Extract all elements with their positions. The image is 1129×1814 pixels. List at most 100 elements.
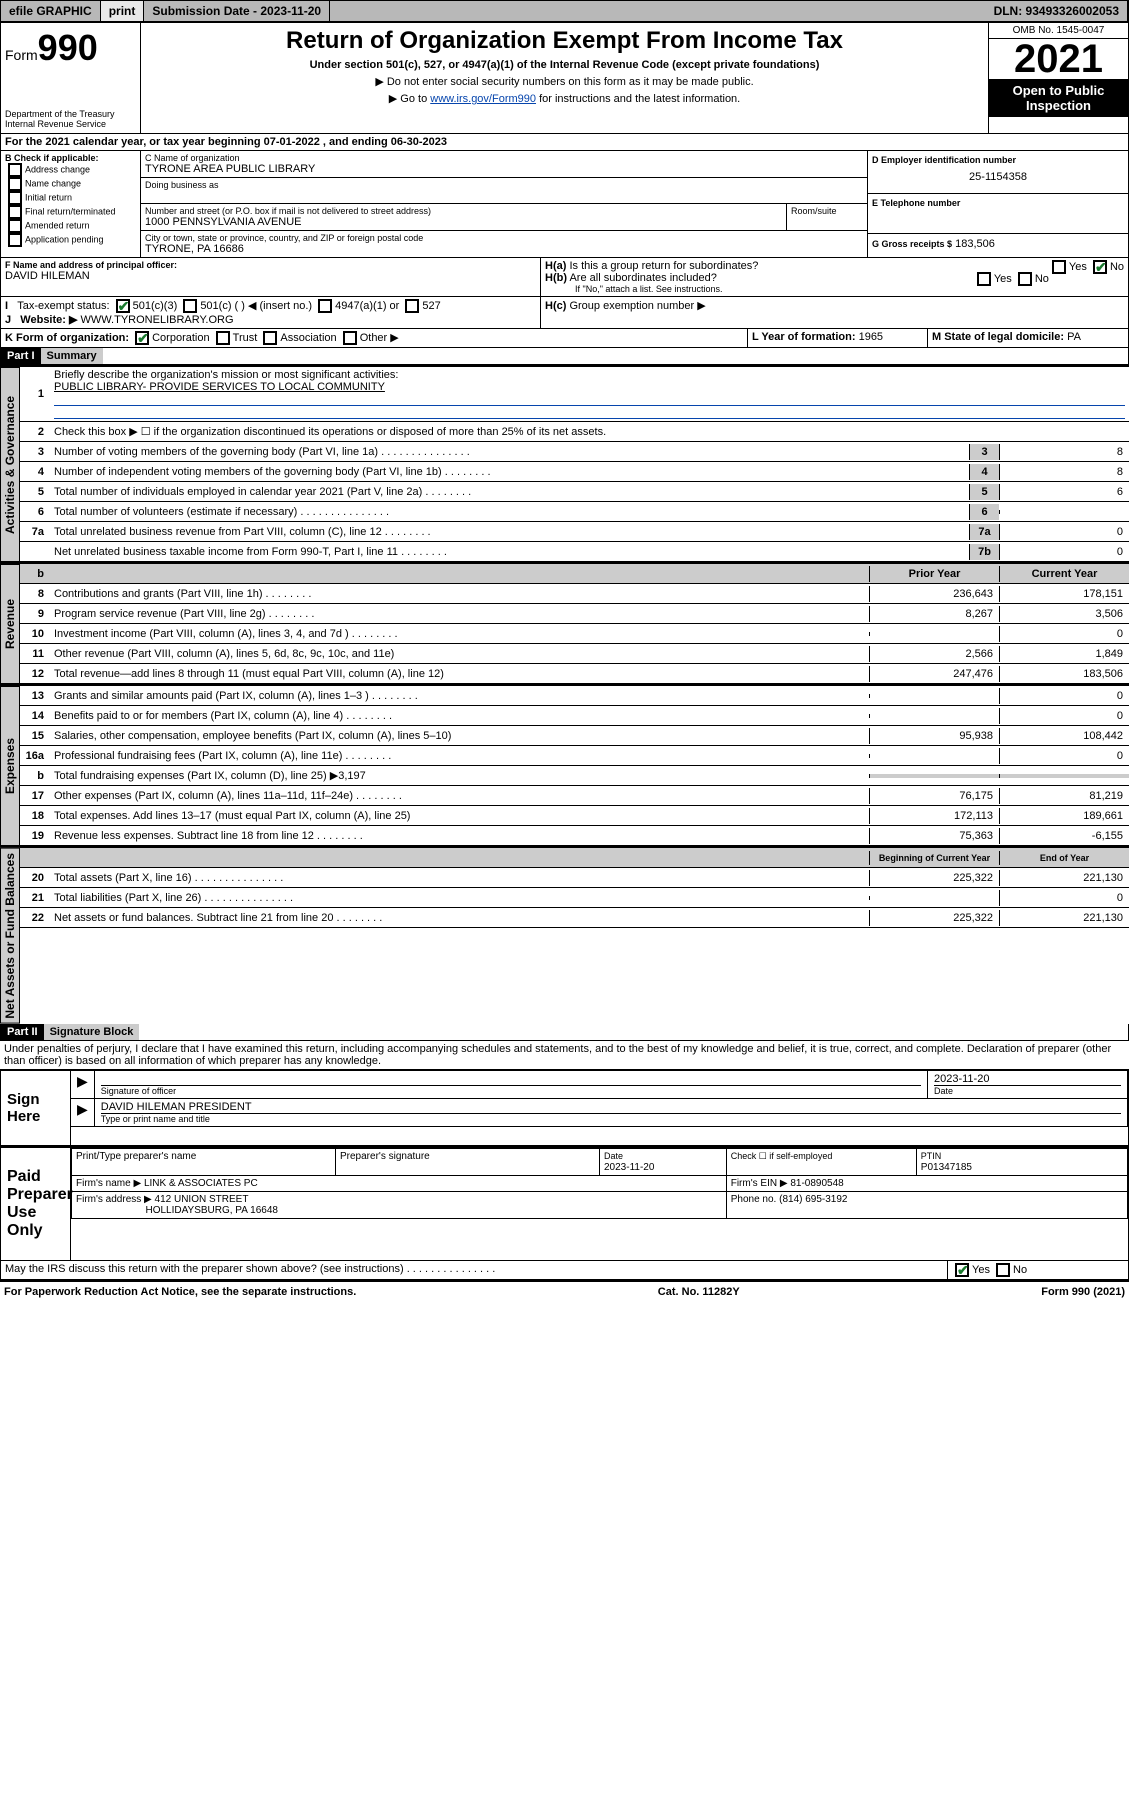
cb-address-change[interactable] (8, 163, 22, 177)
box-c-label: C Name of organization (145, 153, 863, 163)
l7b-label: Net unrelated business taxable income fr… (50, 544, 969, 560)
firm-name: LINK & ASSOCIATES PC (144, 1178, 258, 1189)
l10-label: Investment income (Part VIII, column (A)… (50, 626, 869, 642)
hdr-end: End of Year (999, 851, 1129, 865)
cb-discuss-no[interactable] (996, 1263, 1010, 1277)
ha-label: Is this a group return for subordinates? (569, 260, 758, 272)
sig-name: DAVID HILEMAN PRESIDENT (101, 1101, 1121, 1114)
note-goto-pre: ▶ Go to (389, 93, 430, 105)
cb-assoc[interactable] (263, 331, 277, 345)
box-b-label: B Check if applicable: (5, 153, 136, 163)
dba-label: Doing business as (145, 180, 863, 190)
box-i-label: Tax-exempt status: (17, 300, 109, 312)
vtab-revenue: Revenue (0, 564, 20, 684)
preparer-table: Print/Type preparer's name Preparer's si… (71, 1148, 1128, 1219)
l20-prior: 225,322 (869, 870, 999, 886)
l14-prior (869, 714, 999, 718)
l3-val: 8 (999, 444, 1129, 460)
l15-curr: 108,442 (999, 728, 1129, 744)
box-e-label: E Telephone number (872, 198, 1124, 208)
l3-label: Number of voting members of the governin… (50, 444, 969, 460)
cb-name-change[interactable] (8, 177, 22, 191)
page-footer: For Paperwork Reduction Act Notice, see … (0, 1280, 1129, 1302)
tax-year: 2021 (989, 39, 1128, 79)
check-self-employed: Check ☐ if self-employed (731, 1151, 833, 1161)
l20-label: Total assets (Part X, line 16) (50, 870, 869, 886)
l22-prior: 225,322 (869, 910, 999, 926)
sig-date-label: Date (934, 1086, 1121, 1096)
org-info-block: B Check if applicable: Address change Na… (0, 151, 1129, 258)
firm-name-label: Firm's name ▶ (76, 1178, 141, 1189)
cb-hb-yes[interactable] (977, 272, 991, 286)
cb-discuss-yes[interactable] (955, 1263, 969, 1277)
l12-curr: 183,506 (999, 666, 1129, 682)
l7a-val: 0 (999, 524, 1129, 540)
sign-here-block: Sign Here ▶ Signature of officer 2023-11… (0, 1069, 1129, 1146)
cb-amended[interactable] (8, 219, 22, 233)
cb-527[interactable] (405, 299, 419, 313)
l8-label: Contributions and grants (Part VIII, lin… (50, 586, 869, 602)
l11-label: Other revenue (Part VIII, column (A), li… (50, 646, 869, 662)
ptin-label: PTIN (921, 1151, 942, 1161)
l17-curr: 81,219 (999, 788, 1129, 804)
l11-curr: 1,849 (999, 646, 1129, 662)
cb-trust[interactable] (216, 331, 230, 345)
cb-ha-yes[interactable] (1052, 260, 1066, 274)
note-goto-post: for instructions and the latest informat… (536, 93, 740, 105)
hdr-begin: Beginning of Current Year (869, 851, 999, 865)
print-button[interactable]: print (101, 1, 145, 21)
efile-label: efile GRAPHIC (1, 1, 101, 21)
cb-4947[interactable] (318, 299, 332, 313)
officer-name: DAVID HILEMAN (5, 270, 536, 282)
l5-label: Total number of individuals employed in … (50, 484, 969, 500)
org-name: TYRONE AREA PUBLIC LIBRARY (145, 163, 863, 175)
l15-prior: 95,938 (869, 728, 999, 744)
cb-final-return[interactable] (8, 205, 22, 219)
box-f-label: F Name and address of principal officer: (5, 260, 536, 270)
l15-label: Salaries, other compensation, employee b… (50, 728, 869, 744)
paid-prep-label: Paid Preparer Use Only (1, 1148, 71, 1260)
cb-501c3[interactable] (116, 299, 130, 313)
l17-prior: 76,175 (869, 788, 999, 804)
footer-right: Form 990 (2021) (1041, 1286, 1125, 1298)
form-subtitle: Under section 501(c), 527, or 4947(a)(1)… (145, 59, 984, 71)
hdr-current: Current Year (999, 566, 1129, 582)
l18-curr: 189,661 (999, 808, 1129, 824)
l9-curr: 3,506 (999, 606, 1129, 622)
part2-title: Signature Block (44, 1024, 140, 1040)
sign-here-label: Sign Here (1, 1071, 71, 1145)
l22-label: Net assets or fund balances. Subtract li… (50, 910, 869, 926)
cb-hb-no[interactable] (1018, 272, 1032, 286)
cb-other[interactable] (343, 331, 357, 345)
l8-curr: 178,151 (999, 586, 1129, 602)
cb-corp[interactable] (135, 331, 149, 345)
cb-ha-no[interactable] (1093, 260, 1107, 274)
firm-addr-label: Firm's address ▶ (76, 1194, 152, 1205)
l14-curr: 0 (999, 708, 1129, 724)
l17-label: Other expenses (Part IX, column (A), lin… (50, 788, 869, 804)
note-ssn: ▶ Do not enter social security numbers o… (145, 75, 984, 88)
box-j-label: Website: ▶ (20, 314, 77, 326)
l21-label: Total liabilities (Part X, line 26) (50, 890, 869, 906)
l13-prior (869, 694, 999, 698)
l1-label: Briefly describe the organization's miss… (54, 369, 398, 381)
sig-date-val: 2023-11-20 (934, 1073, 1121, 1086)
l12-prior: 247,476 (869, 666, 999, 682)
footer-mid: Cat. No. 11282Y (658, 1286, 740, 1298)
submission-date: Submission Date - 2023-11-20 (144, 1, 330, 21)
cb-app-pending[interactable] (8, 233, 22, 247)
footer-left: For Paperwork Reduction Act Notice, see … (4, 1286, 356, 1298)
ptin: P01347185 (921, 1162, 972, 1173)
cb-501c[interactable] (183, 299, 197, 313)
l1-value: PUBLIC LIBRARY- PROVIDE SERVICES TO LOCA… (54, 381, 385, 393)
top-toolbar: efile GRAPHIC print Submission Date - 20… (0, 0, 1129, 22)
box-d-label: D Employer identification number (872, 155, 1124, 165)
l16a-prior (869, 754, 999, 758)
prep-name-label: Print/Type preparer's name (76, 1151, 196, 1162)
paid-preparer-block: Paid Preparer Use Only Print/Type prepar… (0, 1146, 1129, 1261)
cb-initial-return[interactable] (8, 191, 22, 205)
l19-prior: 75,363 (869, 828, 999, 844)
prep-date: 2023-11-20 (604, 1162, 654, 1173)
l16b-label: Total fundraising expenses (Part IX, col… (54, 770, 338, 782)
irs-link[interactable]: www.irs.gov/Form990 (430, 93, 536, 105)
